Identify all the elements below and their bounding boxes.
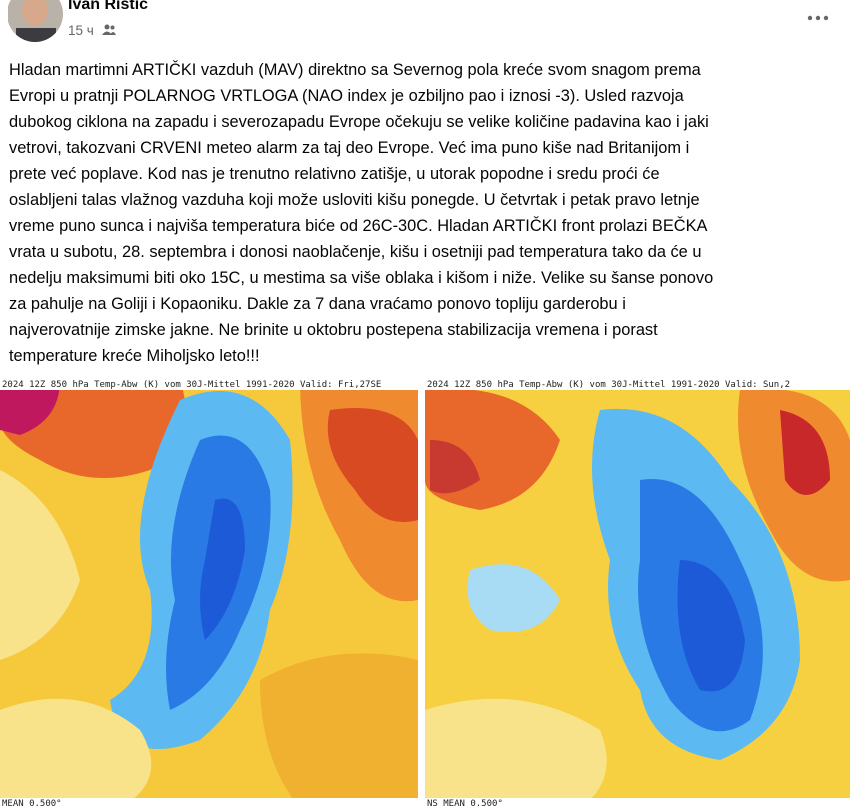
post-line: prete već poplave. Kod nas je trenutno r…: [9, 165, 660, 183]
map-left[interactable]: 2024 12Z 850 hPa Temp-Abw (K) vom 30J-Mi…: [0, 380, 418, 808]
post-text: Hladan martimni ARTIČKI vazduh (MAV) dir…: [9, 57, 713, 369]
map-right[interactable]: 2024 12Z 850 hPa Temp-Abw (K) vom 30J-Mi…: [425, 380, 850, 808]
author-name[interactable]: Ivan Ristic: [68, 0, 149, 13]
map-header: 2024 12Z 850 hPa Temp-Abw (K) vom 30J-Mi…: [2, 380, 381, 390]
map-footer: MEAN 0.500°: [2, 799, 62, 808]
map-footer: NS MEAN 0.500°: [427, 799, 503, 808]
post-time[interactable]: 15 ч: [68, 23, 116, 38]
post-line: najverovatnije zimske jakne. Ne brinite …: [9, 321, 658, 339]
post-line: dubokog ciklona na zapadu i severozapadu…: [9, 113, 709, 131]
post-line: Hladan martimni ARTIČKI vazduh (MAV) dir…: [9, 61, 701, 79]
post-line: vrata u subotu, 28. septembra i donosi n…: [9, 243, 702, 261]
post-line: vetrovi, takozvani CRVENI meteo alarm za…: [9, 139, 690, 157]
map-header: 2024 12Z 850 hPa Temp-Abw (K) vom 30J-Mi…: [427, 380, 790, 390]
post-line: za pahulje na Goliji i Kopaoniku. Dakle …: [9, 295, 626, 313]
post-line: temperature kreće Miholjsko leto!!!: [9, 347, 260, 365]
post-line: nedelju maksimumi biti oko 15C, u mestim…: [9, 269, 714, 287]
avatar[interactable]: [8, 0, 68, 44]
post-line: Evropi u pratnji POLARNOG VRTLOGA (NAO i…: [9, 87, 684, 105]
post-line: oslabljeni talas vlažnog vazduha koji mo…: [9, 191, 700, 209]
audience-icon: [101, 24, 116, 35]
map-images: 2024 12Z 850 hPa Temp-Abw (K) vom 30J-Mi…: [0, 380, 850, 808]
more-options[interactable]: [806, 13, 830, 23]
time[interactable]: 15 ч: [68, 23, 94, 38]
post-line: vreme puno sunca i najviša temperatura b…: [9, 217, 708, 235]
